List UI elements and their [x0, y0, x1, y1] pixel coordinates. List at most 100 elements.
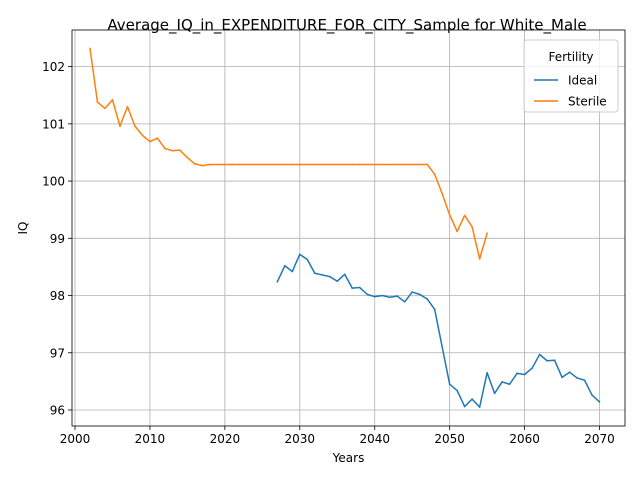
x-tick-label: 2070: [584, 432, 615, 446]
legend-label-sterile: Sterile: [568, 95, 607, 109]
data-point: [366, 163, 369, 166]
data-point: [96, 101, 99, 103]
data-point: [186, 156, 189, 159]
data-point: [388, 163, 391, 166]
series-sterile: [89, 47, 488, 260]
data-point: [171, 149, 174, 152]
x-tick-label: 2040: [359, 432, 390, 446]
data-point: [426, 163, 428, 166]
data-point: [553, 359, 556, 361]
legend: Fertility Ideal Sterile: [523, 39, 619, 113]
data-point: [89, 47, 91, 50]
data-point: [373, 295, 376, 298]
x-tick-label: 2060: [509, 432, 540, 446]
chart-title: Average_IQ_in_EXPENDITURE_FOR_CITY_Sampl…: [107, 16, 586, 35]
data-point: [291, 270, 294, 273]
data-point: [561, 376, 563, 379]
data-point: [201, 164, 204, 167]
data-point: [493, 392, 496, 395]
x-tick-label: 2030: [285, 432, 316, 446]
x-tick-label: 2050: [434, 432, 465, 446]
data-point: [448, 383, 451, 386]
data-point: [336, 163, 339, 166]
data-point: [418, 293, 421, 296]
y-tick-label: 97: [50, 346, 65, 360]
data-point: [328, 163, 331, 166]
data-point: [598, 401, 601, 403]
y-tick-label: 100: [42, 175, 65, 189]
y-tick-label: 98: [50, 289, 65, 303]
data-point: [396, 295, 399, 297]
data-point: [313, 163, 316, 166]
data-point: [433, 173, 436, 176]
data-point: [373, 163, 376, 166]
data-point: [291, 163, 294, 166]
data-point: [463, 214, 466, 217]
y-tick-label: 101: [42, 117, 65, 131]
data-point: [358, 286, 361, 289]
data-point: [269, 163, 271, 166]
data-point: [471, 226, 473, 228]
x-axis: 2000 2010 2020 2030 2040 2050 2060 2070: [60, 426, 615, 446]
data-point: [381, 163, 384, 166]
data-point: [351, 163, 354, 166]
data-point: [441, 346, 443, 348]
data-point: [141, 134, 144, 137]
data-point: [306, 258, 309, 261]
data-point: [306, 163, 309, 166]
legend-title: Fertility: [548, 50, 593, 64]
data-point: [381, 294, 384, 297]
series-line-ideal: [276, 253, 601, 408]
data-point: [336, 280, 339, 283]
data-point: [538, 353, 541, 356]
data-point: [531, 367, 533, 370]
data-point: [194, 163, 196, 165]
data-point: [231, 163, 234, 166]
data-point: [358, 163, 361, 166]
data-point: [403, 301, 406, 303]
data-point: [179, 149, 181, 151]
data-point: [343, 163, 346, 166]
data-point: [463, 405, 466, 408]
data-point: [411, 291, 413, 293]
data-point: [388, 296, 391, 299]
x-tick-label: 2020: [210, 432, 241, 446]
data-point: [119, 125, 121, 127]
data-point: [276, 163, 279, 166]
y-tick-label: 102: [42, 60, 65, 74]
data-point: [254, 163, 256, 166]
data-point: [478, 406, 481, 408]
data-point: [216, 163, 219, 166]
data-point: [321, 163, 324, 166]
data-point: [104, 107, 106, 110]
data-point: [523, 373, 526, 376]
data-point: [471, 398, 473, 400]
data-point: [486, 371, 488, 374]
data-point: [328, 275, 331, 278]
y-axis: 96 97 98 99 100 101 102: [42, 60, 72, 417]
y-tick-label: 96: [50, 403, 65, 417]
data-point: [164, 147, 166, 150]
data-point: [456, 230, 458, 233]
data-point: [126, 105, 129, 108]
legend-label-ideal: Ideal: [568, 74, 597, 88]
data-point: [418, 163, 421, 166]
data-point: [209, 163, 211, 166]
data-point: [224, 163, 226, 166]
data-point: [516, 372, 518, 375]
data-point: [321, 274, 324, 276]
data-point: [433, 308, 436, 311]
series-line-sterile: [89, 48, 488, 260]
data-point: [486, 232, 488, 234]
data-point: [261, 163, 264, 166]
data-point: [591, 394, 593, 396]
legend-box: [523, 39, 619, 113]
data-point: [239, 163, 241, 166]
x-axis-label: Years: [332, 451, 365, 465]
data-point: [298, 253, 301, 256]
data-point: [403, 163, 406, 166]
data-point: [576, 377, 578, 379]
plot-frame: [71, 29, 626, 427]
